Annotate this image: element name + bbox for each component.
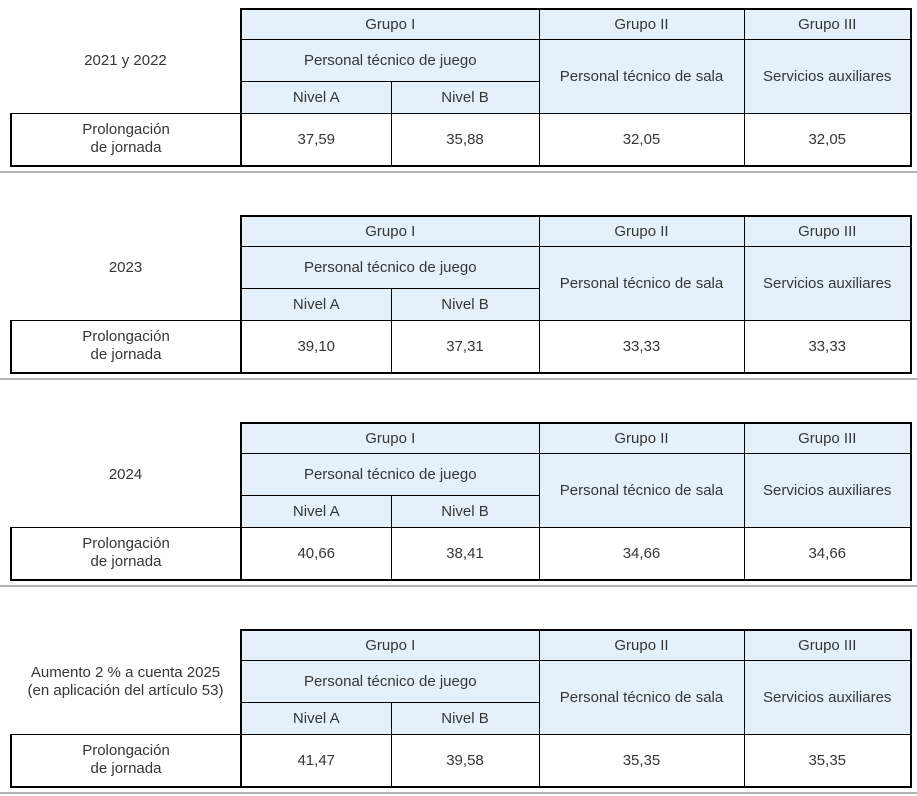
period-label-cell: 2023: [11, 216, 241, 320]
rate-table-block-2025-advance: Aumento 2 % a cuenta 2025 (en aplicación…: [0, 629, 917, 794]
sub-sala-header-cell: Personal técnico de sala: [538, 452, 745, 528]
period-label-cell: 2021 y 2022: [11, 9, 241, 113]
row-label-cell: Prolongación de jornada: [10, 526, 242, 581]
group1-header-cell: Grupo I: [240, 8, 540, 40]
value-cell-nivel-a: 39,10: [240, 319, 392, 374]
row-label-cell: Prolongación de jornada: [10, 112, 242, 167]
sub-juego-header-cell: Personal técnico de juego: [240, 452, 540, 496]
table-wrap: 2023 Grupo I Grupo II Grupo III Personal…: [0, 215, 917, 374]
sub-juego-header-cell: Personal técnico de juego: [240, 38, 540, 82]
rate-table-2025-advance: Aumento 2 % a cuenta 2025 (en aplicación…: [10, 629, 912, 788]
table-row: Prolongación de jornada 41,47 39,58 35,3…: [10, 733, 912, 788]
value-cell-group2: 33,33: [538, 319, 745, 374]
table-wrap: 2021 y 2022 Grupo I Grupo II Grupo III P…: [0, 8, 917, 167]
row-label-line1: Prolongación: [82, 328, 170, 346]
divider-rule: [0, 792, 917, 794]
value-cell-nivel-b: 39,58: [390, 733, 540, 788]
nivel-a-header-cell: Nivel A: [240, 287, 392, 321]
group1-header-cell: Grupo I: [240, 215, 540, 247]
value-cell-group3: 32,05: [743, 112, 912, 167]
value-cell-nivel-b: 38,41: [390, 526, 540, 581]
value-cell-nivel-a: 40,66: [240, 526, 392, 581]
value-cell-nivel-a: 37,59: [240, 112, 392, 167]
value-cell-group3: 35,35: [743, 733, 912, 788]
sub-sala-header-cell: Personal técnico de sala: [538, 659, 745, 735]
nivel-a-header-cell: Nivel A: [240, 494, 392, 528]
period-label-line2: (en aplicación del artículo 53): [27, 681, 224, 699]
nivel-b-header-cell: Nivel B: [390, 701, 540, 735]
value-cell-nivel-b: 37,31: [390, 319, 540, 374]
value-cell-group2: 34,66: [538, 526, 745, 581]
sub-sala-header-cell: Personal técnico de sala: [538, 245, 745, 321]
group2-header-cell: Grupo II: [538, 215, 745, 247]
sub-juego-header-cell: Personal técnico de juego: [240, 245, 540, 289]
period-label-cell: Aumento 2 % a cuenta 2025 (en aplicación…: [11, 630, 241, 734]
group2-header-cell: Grupo II: [538, 8, 745, 40]
rate-table-2023: 2023 Grupo I Grupo II Grupo III Personal…: [10, 215, 912, 374]
group1-header-cell: Grupo I: [240, 422, 540, 454]
row-label-line1: Prolongación: [82, 121, 170, 139]
sub-aux-header-cell: Servicios auxiliares: [743, 659, 912, 735]
sub-aux-header-cell: Servicios auxiliares: [743, 38, 912, 114]
value-cell-group3: 33,33: [743, 319, 912, 374]
period-label-line1: Aumento 2 % a cuenta 2025: [30, 663, 221, 681]
row-label-line2: de jornada: [90, 139, 162, 157]
rate-table-2021-2022: 2021 y 2022 Grupo I Grupo II Grupo III P…: [10, 8, 912, 167]
value-cell-nivel-b: 35,88: [390, 112, 540, 167]
sub-aux-header-cell: Servicios auxiliares: [743, 245, 912, 321]
group3-header-cell: Grupo III: [743, 215, 912, 247]
value-cell-group2: 32,05: [538, 112, 745, 167]
nivel-a-header-cell: Nivel A: [240, 80, 392, 114]
period-label-cell: 2024: [11, 423, 241, 527]
divider-rule: [0, 378, 917, 380]
value-cell-group2: 35,35: [538, 733, 745, 788]
divider-rule: [0, 585, 917, 587]
period-label-line1: 2023: [108, 258, 143, 276]
table-row: Prolongación de jornada 39,10 37,31 33,3…: [10, 319, 912, 374]
period-label-line1: 2021 y 2022: [84, 51, 167, 69]
sub-sala-header-cell: Personal técnico de sala: [538, 38, 745, 114]
row-label-line2: de jornada: [90, 760, 162, 778]
sub-juego-header-cell: Personal técnico de juego: [240, 659, 540, 703]
divider-rule: [0, 171, 917, 173]
group1-header-cell: Grupo I: [240, 629, 540, 661]
group2-header-cell: Grupo II: [538, 629, 745, 661]
rate-table-block-2024: 2024 Grupo I Grupo II Grupo III Personal…: [0, 422, 917, 587]
sub-aux-header-cell: Servicios auxiliares: [743, 452, 912, 528]
row-label-cell: Prolongación de jornada: [10, 319, 242, 374]
rate-table-block-2021-2022: 2021 y 2022 Grupo I Grupo II Grupo III P…: [0, 8, 917, 173]
group3-header-cell: Grupo III: [743, 8, 912, 40]
table-wrap: Aumento 2 % a cuenta 2025 (en aplicación…: [0, 629, 917, 788]
row-label-cell: Prolongación de jornada: [10, 733, 242, 788]
rate-table-2024: 2024 Grupo I Grupo II Grupo III Personal…: [10, 422, 912, 581]
row-label-line2: de jornada: [90, 346, 162, 364]
period-label-line1: 2024: [108, 465, 143, 483]
rate-table-block-2023: 2023 Grupo I Grupo II Grupo III Personal…: [0, 215, 917, 380]
value-cell-nivel-a: 41,47: [240, 733, 392, 788]
table-wrap: 2024 Grupo I Grupo II Grupo III Personal…: [0, 422, 917, 581]
group2-header-cell: Grupo II: [538, 422, 745, 454]
nivel-b-header-cell: Nivel B: [390, 287, 540, 321]
group3-header-cell: Grupo III: [743, 629, 912, 661]
table-row: Prolongación de jornada 37,59 35,88 32,0…: [10, 112, 912, 167]
nivel-a-header-cell: Nivel A: [240, 701, 392, 735]
value-cell-group3: 34,66: [743, 526, 912, 581]
nivel-b-header-cell: Nivel B: [390, 80, 540, 114]
table-row: Prolongación de jornada 40,66 38,41 34,6…: [10, 526, 912, 581]
group3-header-cell: Grupo III: [743, 422, 912, 454]
row-label-line2: de jornada: [90, 553, 162, 571]
nivel-b-header-cell: Nivel B: [390, 494, 540, 528]
row-label-line1: Prolongación: [82, 535, 170, 553]
row-label-line1: Prolongación: [82, 742, 170, 760]
